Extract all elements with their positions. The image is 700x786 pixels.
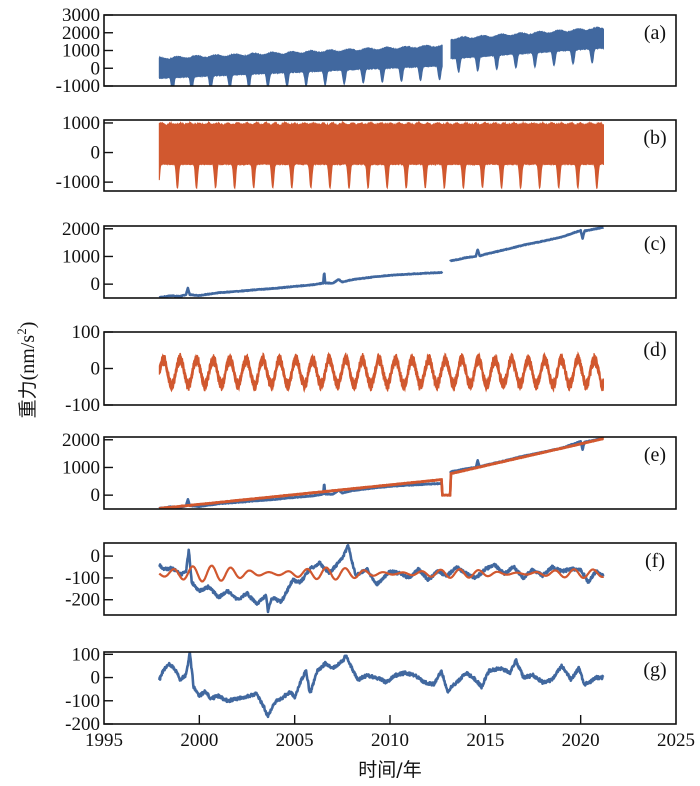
panel-label: (b) bbox=[643, 127, 666, 149]
y-tick-label: -1000 bbox=[56, 76, 100, 97]
y-tick-label: 1000 bbox=[62, 41, 100, 62]
y-tick-label: 2000 bbox=[62, 430, 100, 451]
x-tick-label: 2020 bbox=[562, 730, 600, 751]
x-axis-title: 时间/年 bbox=[358, 759, 421, 781]
x-tick-label: 1995 bbox=[85, 730, 123, 751]
x-tick-label: 2010 bbox=[371, 730, 409, 751]
x-axis: 1995 2000 2005 2010 2015 2020 2025 bbox=[85, 715, 695, 751]
panel-c: 0 1000 2000 (c) bbox=[62, 219, 677, 299]
panels: -10000100020003000(a)-100001000(b)010002… bbox=[56, 5, 677, 735]
svg-text:重力(nm/s2): 重力(nm/s2) bbox=[14, 322, 39, 419]
y-axis-title-sup: 2 bbox=[14, 328, 29, 335]
x-tick-label: 2015 bbox=[466, 730, 504, 751]
x-tick-label: 2025 bbox=[657, 730, 695, 751]
plot-area bbox=[158, 120, 604, 190]
series-e-1 bbox=[158, 481, 444, 509]
panel-label: (g) bbox=[643, 659, 666, 681]
y-tick-label: 0 bbox=[91, 58, 101, 79]
plot-area bbox=[158, 543, 605, 614]
series-a-1-part2 bbox=[450, 26, 604, 73]
y-tick-label: 100 bbox=[72, 644, 101, 665]
y-tick-label: -200 bbox=[65, 714, 100, 735]
drift-fit-line bbox=[159, 437, 604, 509]
panel-frame bbox=[103, 225, 677, 299]
y-tick-label: -200 bbox=[65, 590, 100, 611]
y-tick-label: -100 bbox=[65, 568, 100, 589]
series-a-1-part1 bbox=[158, 44, 443, 86]
x-tick-label: 2005 bbox=[276, 730, 314, 751]
y-tick-label: 1000 bbox=[62, 113, 100, 134]
plot-area bbox=[158, 652, 605, 719]
y-tick-label: 0 bbox=[91, 668, 101, 689]
panel-d: -100 0 100 (d) bbox=[65, 322, 677, 416]
y-axis-title-main: 重力 bbox=[17, 380, 39, 418]
panel-label: (a) bbox=[644, 22, 666, 44]
y-tick-label: 2000 bbox=[62, 219, 100, 240]
y-tick-label: 0 bbox=[91, 274, 101, 295]
series-e-2 bbox=[158, 437, 605, 509]
panel-b: -1000 0 1000 (b) bbox=[56, 113, 677, 193]
y-tick-label: 100 bbox=[72, 322, 101, 343]
series-b-1 bbox=[158, 120, 604, 190]
y-axis-title: 重力(nm/s2) bbox=[14, 322, 39, 419]
series-g-1 bbox=[158, 652, 605, 719]
panel-label: (c) bbox=[644, 233, 666, 255]
x-tick-label: 2000 bbox=[180, 730, 218, 751]
y-tick-label: 0 bbox=[91, 359, 101, 380]
panel-label: (f) bbox=[645, 550, 665, 572]
series-f-1 bbox=[158, 543, 605, 614]
panel-frame bbox=[103, 542, 677, 616]
y-tick-label: 0 bbox=[91, 485, 101, 506]
panel-e: 0 1000 2000 (e) bbox=[62, 430, 677, 510]
y-tick-label: -100 bbox=[65, 395, 100, 416]
series-c-1 bbox=[158, 270, 444, 298]
panel-frame bbox=[103, 119, 677, 192]
y-axis-title-close: ) bbox=[17, 322, 39, 329]
panel-label: (d) bbox=[643, 339, 666, 361]
series-d-1 bbox=[158, 351, 604, 394]
plot-area bbox=[158, 26, 604, 86]
y-tick-label: 3000 bbox=[62, 5, 100, 26]
plot-area bbox=[158, 226, 605, 298]
plot-area bbox=[158, 351, 604, 394]
y-tick-label: 1000 bbox=[62, 246, 100, 267]
series-c-1-part2 bbox=[449, 226, 605, 263]
panel-f: -200-1000 (f) bbox=[65, 542, 677, 616]
plot-area bbox=[158, 437, 605, 509]
y-tick-label: 2000 bbox=[62, 23, 100, 44]
panel-frame bbox=[103, 436, 677, 510]
y-tick-label: -1000 bbox=[56, 172, 100, 193]
series-f-2 bbox=[158, 564, 604, 583]
y-tick-label: 0 bbox=[91, 143, 101, 164]
panel-label: (e) bbox=[644, 444, 666, 466]
y-axis-title-unit: (nm/s bbox=[17, 335, 39, 381]
y-tick-label: 1000 bbox=[62, 457, 100, 478]
y-tick-label: 0 bbox=[91, 546, 101, 567]
panel-g: -200-1000 100 (g) bbox=[65, 644, 677, 735]
y-tick-label: -100 bbox=[65, 691, 100, 712]
